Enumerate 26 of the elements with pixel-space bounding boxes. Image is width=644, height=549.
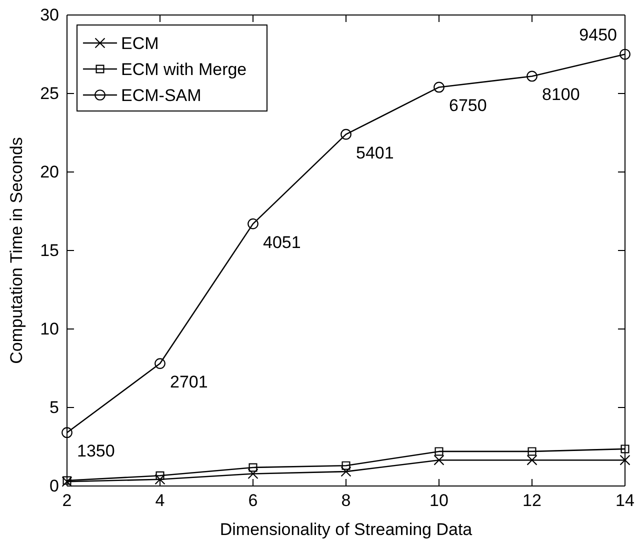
x-tick-label: 2 (62, 491, 72, 510)
annotation: 6750 (449, 96, 487, 116)
annotation: 8100 (542, 85, 580, 104)
legend-label: ECM with Merge (121, 60, 247, 79)
y-tick-label: 20 (40, 162, 59, 182)
x-tick-label: 6 (248, 491, 258, 510)
x-tick-label: 14 (616, 491, 634, 510)
annotation: 1350 (77, 442, 115, 461)
x-tick-label: 10 (430, 491, 448, 510)
x-tick-label: 4 (155, 491, 165, 510)
legend-label: ECM-SAM (121, 86, 202, 105)
x-tick-label: 12 (522, 491, 542, 510)
legend-label: ECM (121, 34, 159, 53)
y-tick-label: 10 (40, 319, 59, 338)
x-axis-title: Dimensionality of Streaming Data (220, 520, 473, 539)
x-tick-label: 8 (341, 491, 351, 510)
y-tick-label: 25 (40, 84, 59, 103)
y-tick-label: 15 (40, 240, 59, 260)
annotation: 5401 (356, 143, 394, 162)
y-tick-label: 30 (40, 5, 59, 24)
y-tick-label: 5 (50, 398, 59, 417)
annotation: 9450 (579, 25, 617, 44)
annotation: 4051 (263, 232, 301, 252)
y-axis-title: Computation Time in Seconds (7, 137, 26, 364)
y-tick-label: 0 (50, 476, 59, 496)
annotation: 2701 (170, 372, 208, 392)
